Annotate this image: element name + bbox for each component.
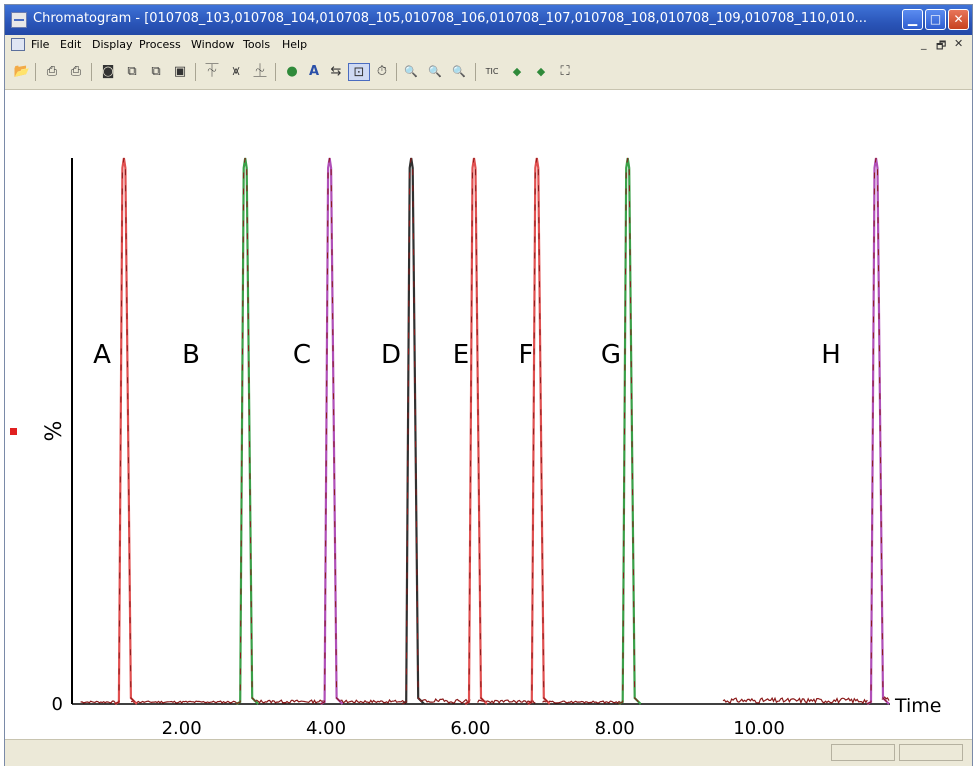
zoom-in-icon[interactable]: 🔍 [404,65,418,78]
annotations-group: A B C D E F G H [93,340,841,370]
copy-list-icon[interactable]: ⧉ [151,64,161,79]
chromatogram-window: Chromatogram - [010708_103,010708_104,01… [4,4,973,766]
chromatogram-plot-area[interactable]: 2.00 4.00 6.00 8.00 10.00 A B C D E F G H % 0 Time [5,90,972,739]
camera-icon[interactable]: ◙ [101,64,115,79]
timer-icon[interactable]: ⏱ [376,64,388,79]
title-bar[interactable]: Chromatogram - [010708_103,010708_104,01… [5,5,972,35]
peak-3[interactable] [320,157,344,705]
zoom-reset-icon[interactable]: 🔍 [452,65,466,78]
peak-6[interactable] [527,157,551,705]
next-icon[interactable]: ◆ [536,65,546,78]
status-panel [831,744,895,761]
tic-icon[interactable]: TIC [485,67,499,76]
mdi-close-button[interactable]: ✕ [954,37,964,50]
app-icon[interactable] [11,12,27,28]
toolbar-separator [195,63,196,81]
y-axis-label: % [42,421,67,442]
peak-overlay-2 [235,157,259,705]
noise-trace [80,700,116,704]
noise-trace [477,699,536,704]
maximize-button[interactable]: □ [925,9,946,30]
annotation-label: H [821,340,841,370]
noise-trace [340,698,406,704]
noise-trace [253,699,326,705]
x-axis-label: Time [894,695,942,717]
text-annotate-icon[interactable]: A [308,64,320,79]
annotation-label: B [182,340,200,370]
annotation-label: E [453,340,469,370]
peak-2[interactable] [235,157,259,705]
toolbar-separator [396,63,397,81]
paste-icon[interactable]: ▣ [173,64,187,79]
toolbar-separator [475,63,476,81]
status-panel [899,744,963,761]
y-tick-0: 0 [52,694,63,715]
trace-marker[interactable] [10,428,17,435]
peak-overlay-1 [114,157,138,705]
annotation-label: D [381,340,401,370]
chromatogram-icon[interactable]: ⏇ [205,64,219,79]
menu-process[interactable]: Process [139,38,181,51]
menu-help[interactable]: Help [282,38,308,51]
x-tick-label: 2.00 [162,718,202,739]
annotation-label: F [519,340,534,370]
x-tick-label: 4.00 [306,718,346,739]
window-title: Chromatogram - [010708_103,010708_104,01… [33,11,868,26]
toolbar: 📂 ⎙ ⎙ ◙ ⧉ ⧉ ▣ ⏇ ⩙ ⏈ ● A ⇆ ⊡ ⏱ 🔍 🔍 🔍 TIC … [5,55,972,90]
mdi-minimize-button[interactable]: _ [921,37,927,50]
integrate-icon[interactable]: ⏈ [253,64,267,79]
toolbar-separator [91,63,92,81]
noise-trace [130,700,239,704]
x-tick-label: 6.00 [450,718,490,739]
document-icon[interactable] [11,38,25,51]
peak-overlay-3 [320,157,343,705]
chromatogram-chart[interactable]: 2.00 4.00 6.00 8.00 10.00 A B C D E F G H % 0 Time [5,90,972,739]
x-ticks-group: 2.00 4.00 6.00 8.00 10.00 [162,718,785,739]
link-icon[interactable]: ⇆ [330,64,342,79]
display-icon[interactable]: ⊡ [348,63,370,81]
copy-icon[interactable]: ⧉ [127,64,137,79]
menu-bar: File Edit Display Process Window Tools H… [5,35,972,55]
noise-trace [722,696,868,705]
toolbar-separator [35,63,36,81]
annotation-label: C [293,340,311,370]
peak-7[interactable] [618,157,642,705]
noise-trace [542,700,623,704]
globe-icon[interactable]: ● [286,64,298,79]
peak-overlay-6 [527,157,551,705]
status-bar [5,739,972,766]
annotation-label: A [93,340,111,370]
peak-overlay-4 [401,157,425,705]
toolbar-separator [275,63,276,81]
open-icon[interactable]: 📂 [13,64,31,79]
menu-window[interactable]: Window [191,38,235,51]
x-tick-label: 8.00 [595,718,635,739]
peak-overlay-5 [464,157,488,705]
peaks-icon[interactable]: ⩙ [232,64,240,79]
print-preview-icon[interactable]: ⎙ [70,64,82,79]
peak-1[interactable] [114,157,138,705]
close-button[interactable]: ✕ [948,9,969,30]
menu-tools[interactable]: Tools [243,38,271,51]
minimize-button[interactable]: ▁ [902,9,923,30]
menu-edit[interactable]: Edit [60,38,82,51]
annotation-label: G [601,340,621,370]
print-icon[interactable]: ⎙ [46,64,58,79]
peaks-group [114,157,890,705]
peak-8[interactable] [866,157,890,705]
zoom-out-icon[interactable]: 🔍 [428,65,442,78]
menu-display[interactable]: Display [92,38,133,51]
peak-overlay-7 [618,157,642,705]
previous-icon[interactable]: ◆ [512,65,522,78]
peak-overlay-8 [866,157,890,705]
x-tick-label: 10.00 [733,718,785,739]
noise-trace [419,698,471,704]
menu-file[interactable]: File [31,38,50,51]
peak-5[interactable] [464,157,488,705]
peak-4[interactable] [401,157,425,705]
fit-icon[interactable]: ⛶ [560,64,570,79]
mdi-restore-button[interactable]: 🗗 [936,39,947,52]
